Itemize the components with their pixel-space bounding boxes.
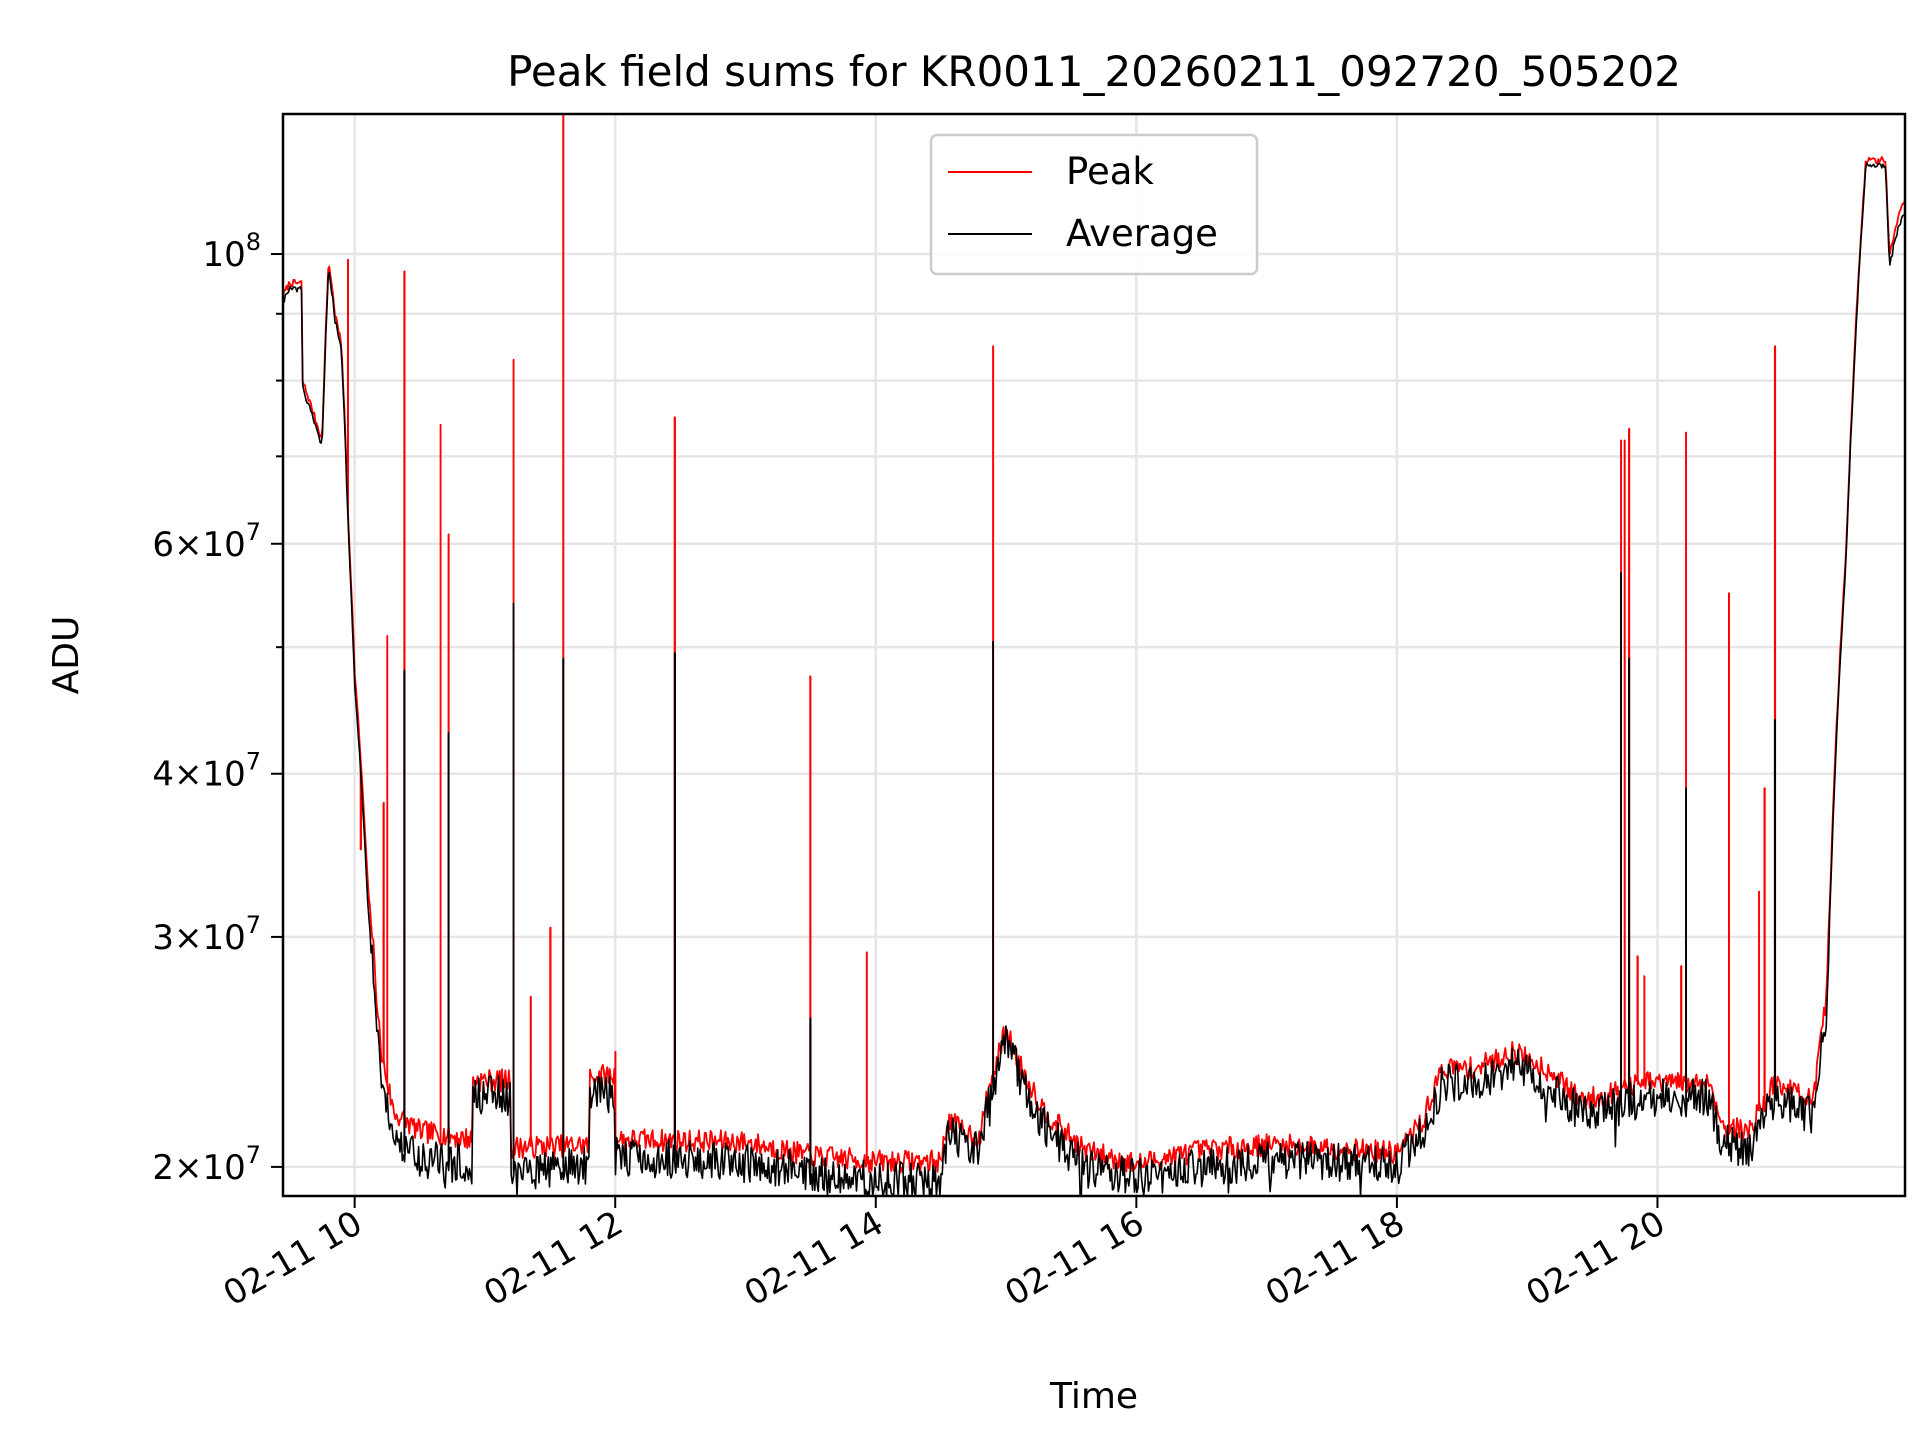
x-tick-label: 02-11 12 [477,1203,629,1314]
legend-peak-label: Peak [1066,150,1154,193]
x-tick-label: 02-11 20 [1520,1203,1672,1314]
x-tick-label: 02-11 16 [998,1203,1150,1314]
plot-frame [281,112,1907,1198]
x-tick-label: 02-11 18 [1259,1203,1411,1314]
y-tick-label: 6×107 [152,518,261,565]
y-tick-label: 4×107 [152,748,261,795]
y-tick-label: 3×107 [152,911,261,958]
x-tick-label: 02-11 10 [217,1203,369,1314]
legend-average-label: Average [1066,212,1218,255]
axis-ticks: 02-11 10 02-11 12 02-11 14 02-11 16 02-11 18… [152,228,1672,1314]
x-tick-label: 02-11 14 [738,1203,890,1314]
series-average [282,162,1906,1197]
series-average-line [282,162,1906,1197]
legend: Peak Average [929,133,1259,276]
series-peak-line [282,113,1906,1174]
y-tick-label: 108 [202,228,261,275]
plot-series [282,113,1906,1197]
grid [283,114,1905,1196]
y-axis-label: ADU [46,616,87,695]
x-axis-label: Time [1049,1376,1138,1417]
y-tick-label: 2×107 [152,1141,261,1188]
legend-box [929,133,1259,276]
chart-title: Peak field sums for KR0011_20260211_0927… [507,47,1681,96]
